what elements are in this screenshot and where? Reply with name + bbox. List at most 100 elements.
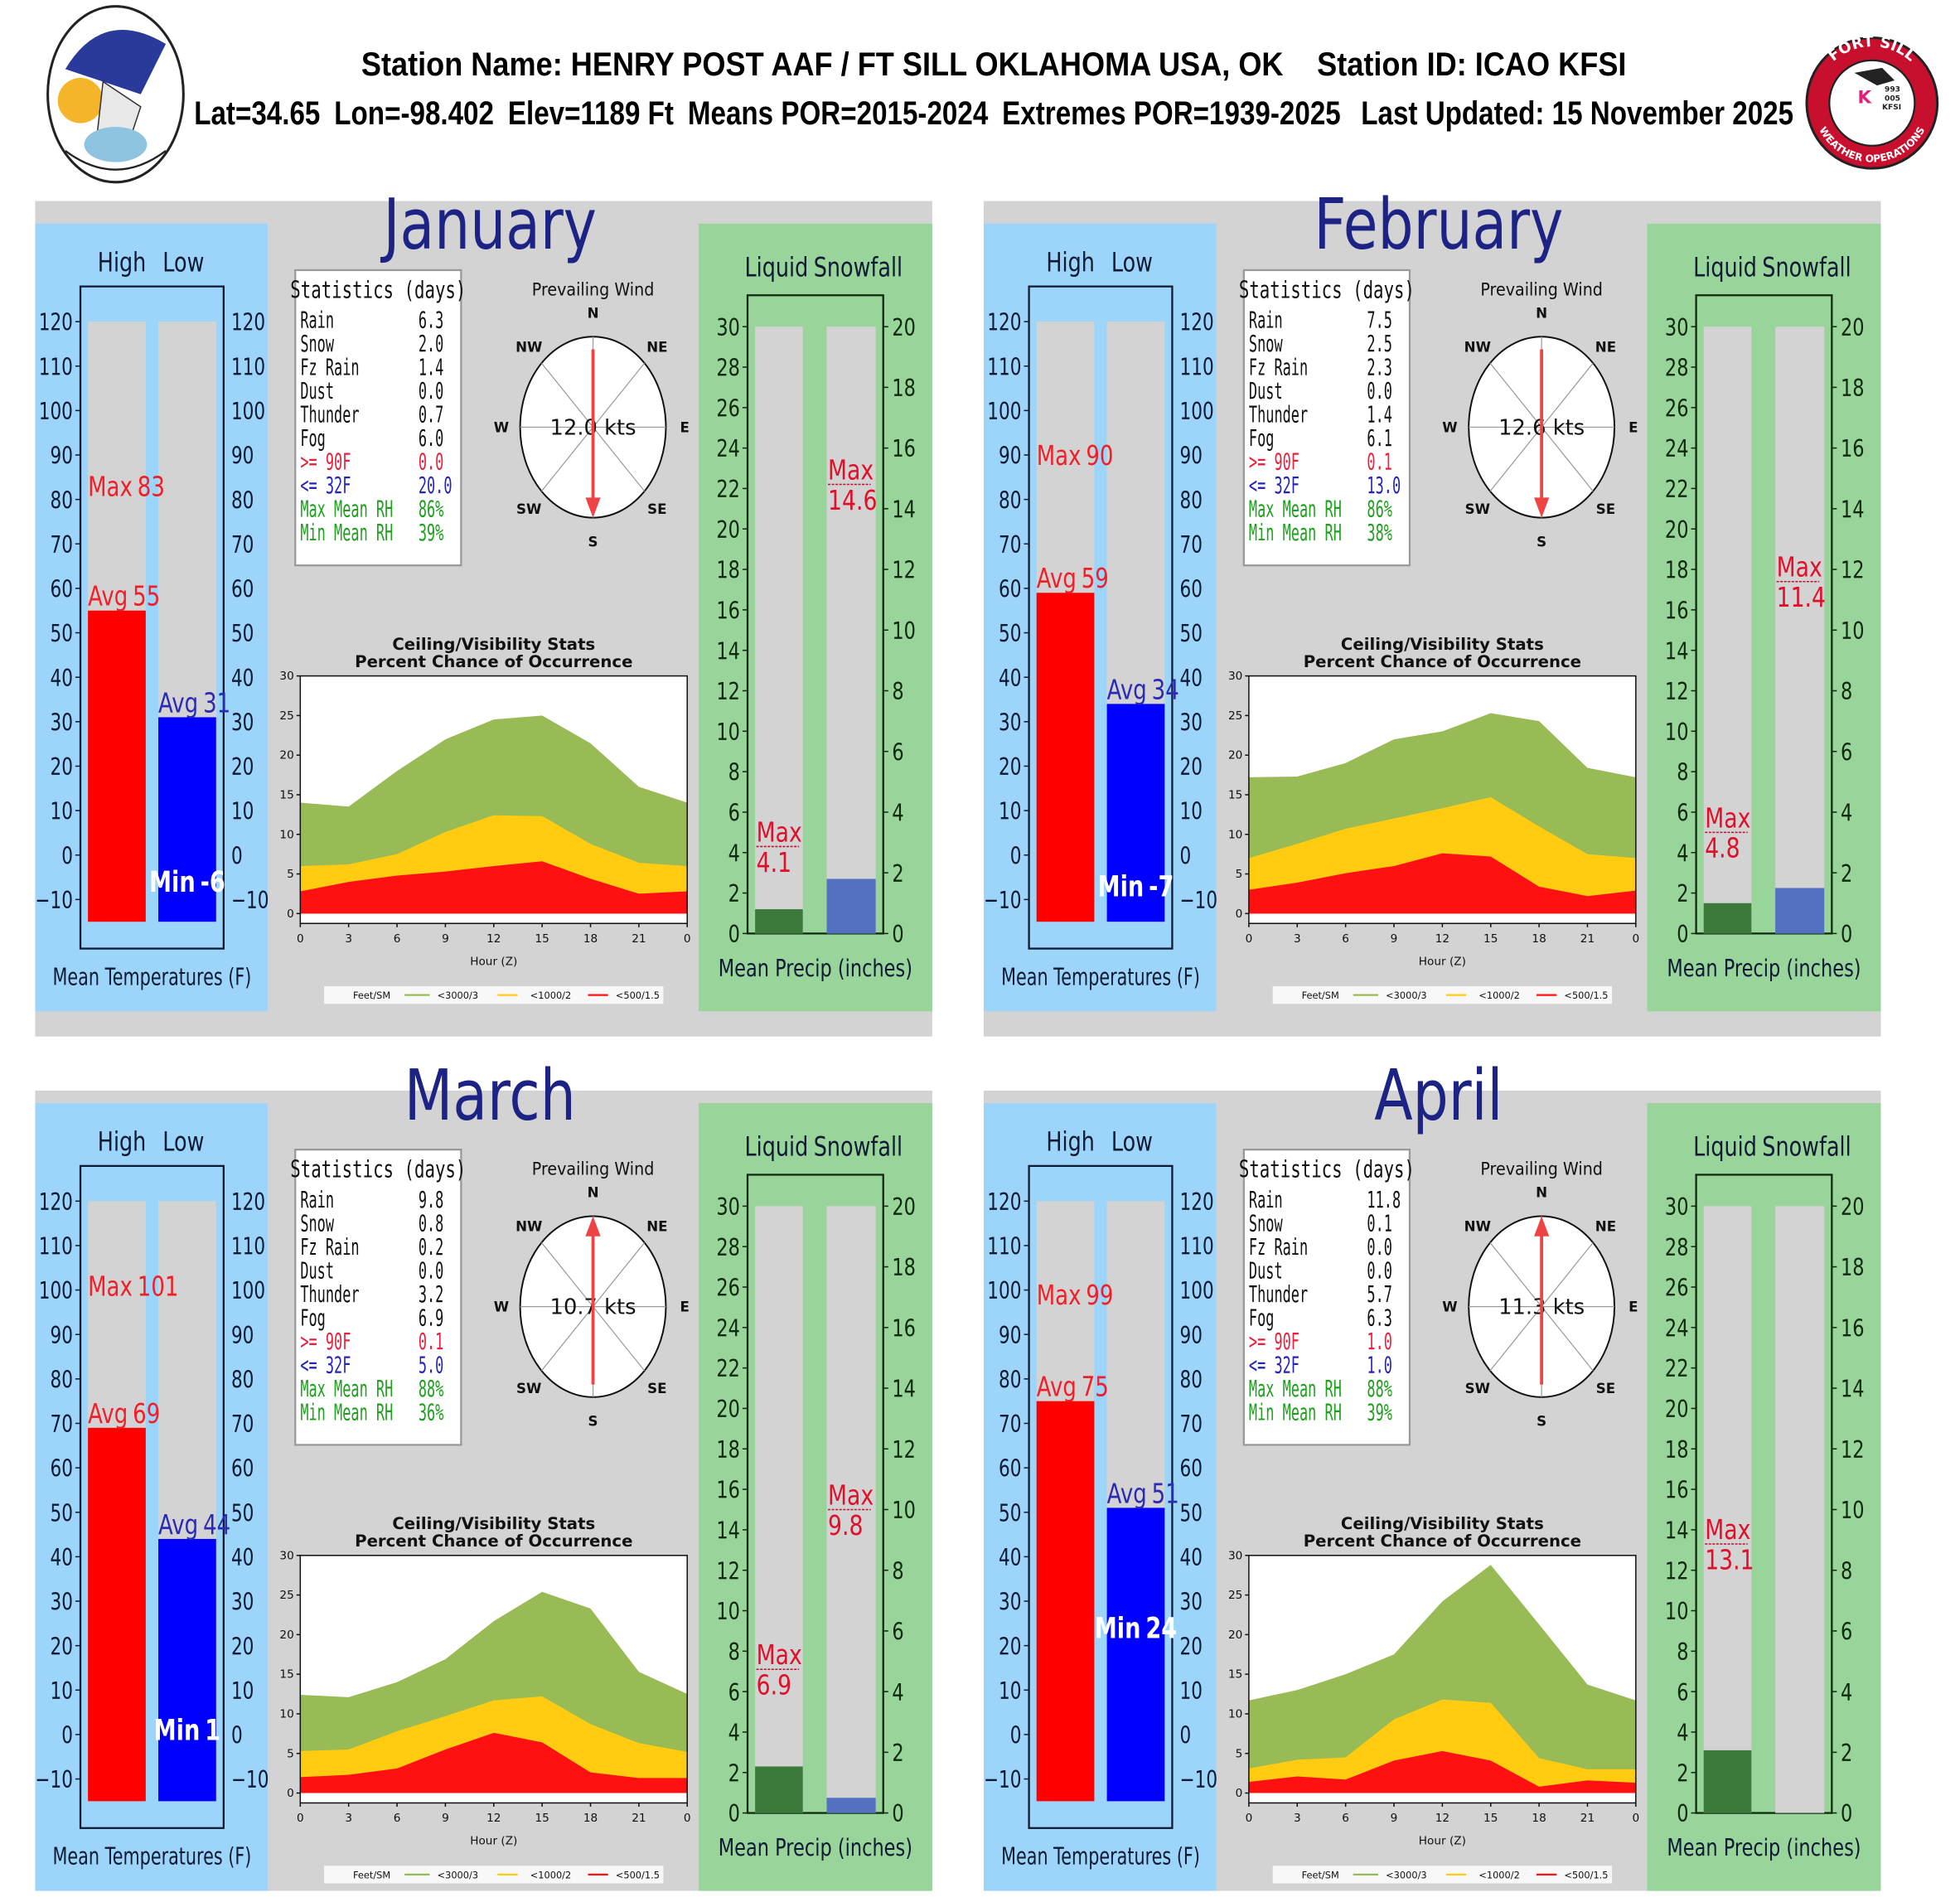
ceiling-title-line-1: Ceiling/Visibility Stats: [1341, 1514, 1544, 1533]
ceiling-y-tick-label: 20: [279, 1629, 293, 1642]
legend-box: [1272, 1866, 1613, 1884]
compass-label-w: W: [1442, 1299, 1457, 1315]
precip-right-tick-label: 4: [1841, 800, 1852, 827]
temp-tick-label-left: 40: [999, 665, 1021, 693]
temp-tick-label-left: 50: [50, 1499, 72, 1527]
precip-axis-title: Mean Precip (inches): [719, 1834, 912, 1861]
statistic-value: 6.3: [1367, 1305, 1392, 1331]
header-line-1: Station Name: HENRY POST AAF / FT SILL O…: [361, 46, 1627, 83]
statistic-label: Rain: [300, 308, 334, 334]
statistic-value: 20.0: [419, 473, 452, 499]
min-temp-label: Min -6: [149, 866, 225, 899]
snowfall-column-label: Snowfall: [1762, 1131, 1851, 1163]
high-avg-bar: [88, 610, 146, 922]
statistic-value: 39%: [419, 520, 444, 546]
precip-left-tick-label: 30: [1665, 314, 1689, 341]
high-avg-value: 69: [133, 1398, 160, 1430]
liquid-mean-bar: [1703, 903, 1752, 934]
precip-left-tick-label: 28: [1665, 1234, 1689, 1261]
precip-right-tick-label: 12: [1841, 557, 1865, 584]
temp-tick-label-left: 70: [50, 1411, 72, 1439]
compass-label-ne: NE: [646, 1219, 667, 1235]
compass-label-n: N: [1536, 1185, 1547, 1201]
extremes-por: Extremes POR=1939-2025: [1002, 95, 1341, 132]
ceiling-x-tick-label: 21: [1580, 1812, 1595, 1825]
ceiling-x-tick-label: 15: [535, 1812, 549, 1825]
precip-axis-title: Mean Precip (inches): [1667, 1834, 1861, 1861]
precip-left-tick-label: 20: [1665, 1396, 1689, 1423]
precip-right-tick-label: 18: [892, 1255, 916, 1282]
precip-left-tick-label: 14: [716, 638, 740, 665]
snowfall-max-value: 14.6: [828, 485, 877, 517]
precip-right-tick-label: 14: [1841, 496, 1865, 524]
statistic-label: <= 32F: [300, 1353, 351, 1378]
high-avg-label: Avg 59: [1037, 563, 1109, 595]
precip-left-tick-label: 24: [716, 1315, 740, 1343]
temp-tick-label-right: 120: [1180, 1188, 1214, 1217]
ceiling-x-tick-label: 12: [486, 1812, 501, 1825]
precip-left-tick-label: 22: [1665, 1356, 1689, 1383]
precip-left-tick-label: 0: [1677, 921, 1688, 948]
temp-tick-label-right: 100: [231, 1277, 265, 1305]
temp-tick-label-left: 20: [50, 753, 72, 782]
liquid-column-label: Liquid: [1693, 1131, 1757, 1163]
ceiling-y-tick-label: 25: [1228, 1589, 1242, 1602]
legend-label-500: <500/1.5: [616, 990, 660, 1001]
compass-label-nw: NW: [1464, 1219, 1491, 1235]
snowfall-mean-bar: [826, 878, 876, 934]
ceiling-title-line-1: Ceiling/Visibility Stats: [1341, 635, 1544, 654]
precip-right-tick-label: 8: [1841, 678, 1852, 705]
min-temp-label: Min 1: [154, 1714, 221, 1747]
compass-label-ne: NE: [646, 339, 667, 355]
precip-left-tick-label: 30: [716, 314, 740, 341]
high-avg-label: Avg 55: [88, 581, 160, 613]
statistic-value: 36%: [419, 1400, 444, 1425]
temp-tick-label-left: 80: [999, 486, 1021, 515]
precip-left-tick-label: 22: [716, 476, 740, 503]
precip-left-tick-label: 0: [728, 921, 740, 948]
ceiling-x-axis-title: Hour (Z): [1419, 955, 1466, 968]
precip-right-tick-label: 12: [892, 1436, 916, 1464]
liquid-max-value: 4.1: [757, 847, 791, 879]
ceiling-y-tick-label: 15: [279, 789, 293, 802]
precip-left-tick-label: 16: [716, 598, 740, 625]
temp-tick-label-right: 40: [1180, 665, 1203, 693]
precip-right-tick-label: 10: [1841, 1497, 1865, 1524]
liquid-max-value: 4.8: [1705, 833, 1740, 865]
temp-tick-label-left: 90: [50, 443, 72, 471]
statistic-label: >= 90F: [1249, 1329, 1299, 1355]
ceiling-title-line-2: Percent Chance of Occurrence: [355, 652, 632, 671]
statistic-value: 38%: [1367, 520, 1392, 546]
ceiling-y-tick-label: 25: [1228, 709, 1242, 723]
ceiling-x-tick-label: 6: [1342, 1812, 1349, 1825]
temp-tick-label-left: −10: [35, 887, 73, 915]
precip-right-tick-label: 16: [1841, 1315, 1865, 1343]
ceiling-x-tick-label: 0: [1246, 1812, 1253, 1825]
precip-left-tick-label: 4: [1677, 1720, 1688, 1747]
statistic-label: Snow: [1249, 332, 1283, 357]
precip-right-tick-label: 6: [892, 1619, 903, 1646]
ceiling-area-500: [300, 1732, 688, 1793]
temp-tick-label-right: 100: [231, 398, 265, 426]
legend-box: [324, 1866, 664, 1884]
temp-tick-label-right: 10: [231, 798, 254, 826]
precip-left-tick-label: 14: [1665, 1517, 1689, 1545]
statistic-value: 3.2: [419, 1282, 444, 1308]
temp-tick-label-right: −10: [231, 1766, 269, 1794]
precip-left-tick-label: 16: [1665, 1477, 1689, 1504]
precip-axis-title: Mean Precip (inches): [1667, 955, 1861, 982]
wind-title: Prevailing Wind: [532, 278, 655, 299]
liquid-max-word: Max: [1705, 802, 1750, 835]
station-name-label: Station Name:: [361, 46, 563, 83]
legend-label-3000: <3000/3: [438, 1869, 478, 1880]
ceiling-x-tick-label: 15: [1483, 1812, 1498, 1825]
statistics-title: Statistics (days): [1239, 276, 1415, 303]
precip-left-tick-label: 24: [1665, 1315, 1689, 1343]
statistic-value: 86%: [419, 497, 444, 523]
low-column-label: Low: [162, 247, 204, 278]
